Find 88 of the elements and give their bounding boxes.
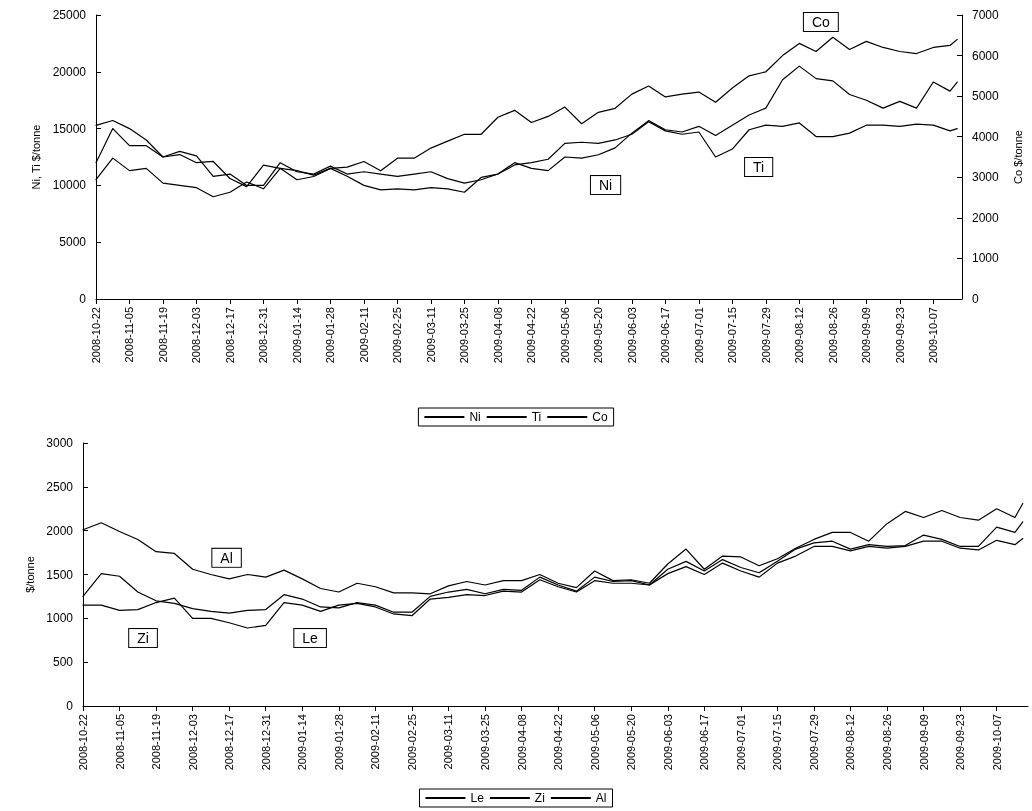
x-tick-label: 2009-05-20 — [592, 307, 605, 364]
x-tick-label: 2009-07-15 — [771, 714, 784, 771]
x-tick-label: 2008-12-17 — [223, 307, 236, 364]
x-tick-label: 2009-10-07 — [990, 714, 1003, 771]
x-tick-label: 2009-07-15 — [726, 307, 739, 364]
x-tick-label: 2008-10-22 — [77, 714, 89, 771]
x-tick-label: 2009-08-26 — [881, 714, 894, 771]
y-tick-label: 500 — [52, 655, 74, 670]
x-tick-label: 2009-02-25 — [391, 307, 404, 364]
x-tick-label: 2009-08-12 — [844, 714, 857, 771]
y-tick-label: 20000 — [52, 64, 87, 79]
annotation: Al — [220, 549, 233, 566]
x-tick-label: 2009-03-25 — [479, 714, 492, 771]
x-tick-label: 2008-11-19 — [150, 714, 163, 770]
x-tick-label: 2008-12-03 — [190, 307, 203, 364]
x-tick-label: 2009-05-20 — [625, 714, 638, 771]
x-tick-label: 2009-04-22 — [552, 714, 565, 771]
x-tick-label: 2009-01-14 — [290, 307, 303, 364]
x-tick-label: 2009-07-01 — [692, 307, 705, 364]
x-tick-label: 2009-05-06 — [558, 307, 571, 364]
x-tick-label: 2009-07-01 — [734, 714, 747, 771]
x-tick-label: 2009-06-17 — [698, 714, 711, 771]
legend-label: Al — [595, 791, 607, 805]
x-tick-label: 2009-03-25 — [458, 307, 471, 364]
y2-axis-title: Co $/tonne — [1011, 130, 1024, 184]
y-axis-title: $/tonne — [23, 556, 36, 593]
y-tick-label: 0 — [79, 292, 87, 306]
y-tick-label: 1500 — [46, 567, 74, 582]
legend-label: Zi — [534, 791, 545, 805]
x-tick-label: 2008-11-05 — [113, 714, 126, 770]
annotation: Ti — [753, 159, 765, 175]
y-tick-label: 2500 — [46, 479, 74, 494]
x-tick-label: 2009-01-28 — [324, 307, 337, 364]
y-tick-label: 1000 — [46, 611, 74, 626]
x-tick-label: 2009-03-11 — [424, 307, 437, 363]
x-tick-label: 2009-09-09 — [917, 714, 930, 771]
y-tick-label: 2000 — [46, 523, 74, 538]
annotation: Ni — [598, 177, 613, 194]
y-tick-label: 25000 — [52, 8, 87, 22]
y2-tick-label: 3000 — [972, 170, 1000, 185]
annotation: Zi — [137, 630, 149, 647]
x-tick-label: 2008-12-31 — [257, 307, 270, 364]
x-tick-label: 2009-06-17 — [659, 307, 672, 364]
x-tick-label: 2009-03-11 — [442, 714, 455, 770]
y2-tick-label: 6000 — [972, 48, 1000, 63]
y2-tick-label: 0 — [972, 292, 979, 306]
x-tick-label: 2009-08-12 — [793, 307, 806, 364]
y2-tick-label: 7000 — [972, 8, 1000, 22]
x-tick-label: 2009-05-06 — [588, 714, 601, 771]
y2-tick-label: 5000 — [972, 89, 1000, 104]
x-tick-label: 2009-06-03 — [661, 714, 674, 771]
x-tick-label: 2009-06-03 — [625, 307, 638, 364]
legend-label: Ti — [531, 410, 542, 424]
x-tick-label: 2009-01-28 — [332, 714, 345, 771]
x-tick-label: 2009-09-23 — [954, 714, 967, 771]
x-tick-label: 2008-11-05 — [123, 307, 136, 363]
x-tick-label: 2009-08-26 — [826, 307, 839, 364]
y-tick-label: 3000 — [46, 436, 74, 450]
legend-label: Le — [470, 791, 485, 805]
y2-tick-label: 4000 — [972, 129, 1000, 144]
x-tick-label: 2009-07-29 — [807, 714, 820, 771]
y-tick-label: 10000 — [52, 178, 87, 193]
x-tick-label: 2009-04-08 — [515, 714, 528, 771]
x-tick-label: 2008-11-19 — [156, 307, 169, 363]
y2-tick-label: 1000 — [972, 251, 1000, 266]
x-tick-label: 2008-10-22 — [90, 307, 102, 364]
x-tick-label: 2009-02-11 — [357, 307, 370, 363]
y2-tick-label: 2000 — [972, 210, 1000, 225]
y-axis-title: Ni, Ti $/tonne — [30, 124, 43, 190]
y-tick-label: 0 — [66, 699, 74, 713]
x-tick-label: 2009-09-23 — [893, 307, 906, 364]
x-tick-label: 2009-02-25 — [405, 714, 418, 771]
x-tick-label: 2008-12-17 — [223, 714, 236, 771]
annotation: Le — [302, 630, 319, 647]
annotation: Co — [811, 14, 831, 31]
x-tick-label: 2009-10-07 — [927, 307, 940, 364]
x-tick-label: 2009-04-08 — [491, 307, 504, 364]
y-tick-label: 15000 — [52, 121, 87, 136]
x-tick-label: 2009-01-14 — [296, 714, 309, 771]
x-tick-label: 2009-07-29 — [759, 307, 772, 364]
x-tick-label: 2009-04-22 — [525, 307, 538, 364]
legend-label: Ni — [469, 410, 481, 424]
x-tick-label: 2009-02-11 — [369, 714, 382, 770]
x-tick-label: 2008-12-03 — [186, 714, 199, 771]
y-tick-label: 5000 — [59, 235, 87, 250]
x-tick-label: 2008-12-31 — [259, 714, 272, 771]
legend-label: Co — [592, 410, 608, 424]
x-tick-label: 2009-09-09 — [860, 307, 873, 364]
